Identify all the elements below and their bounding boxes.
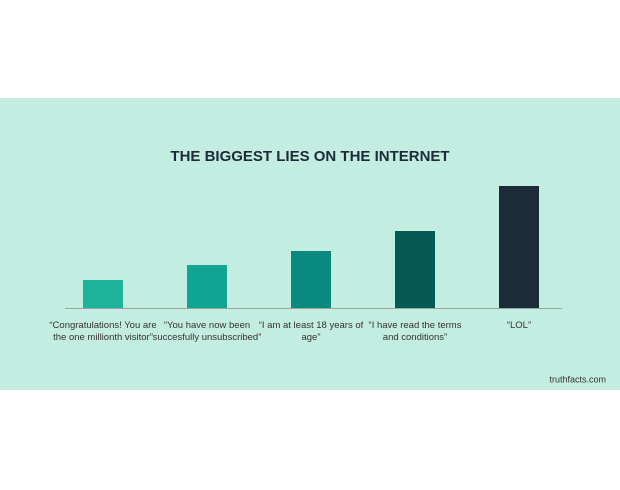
x-tick-label: “You have now been succesfully unsubscri… [152, 320, 262, 343]
bar [395, 231, 435, 308]
x-tick-label: “I am at least 18 years of age” [258, 320, 364, 343]
x-tick-label: “Congratulations! You are the one millio… [49, 320, 157, 343]
bar [83, 280, 123, 308]
x-tick-label: “LOL” [506, 320, 532, 331]
x-tick-label: “I have read the terms and conditions” [368, 320, 462, 343]
chart-title: THE BIGGEST LIES ON THE INTERNET [170, 148, 449, 165]
source: truthfacts.com [549, 374, 606, 384]
bar [291, 251, 331, 308]
bar [499, 186, 539, 308]
bar [187, 265, 227, 308]
